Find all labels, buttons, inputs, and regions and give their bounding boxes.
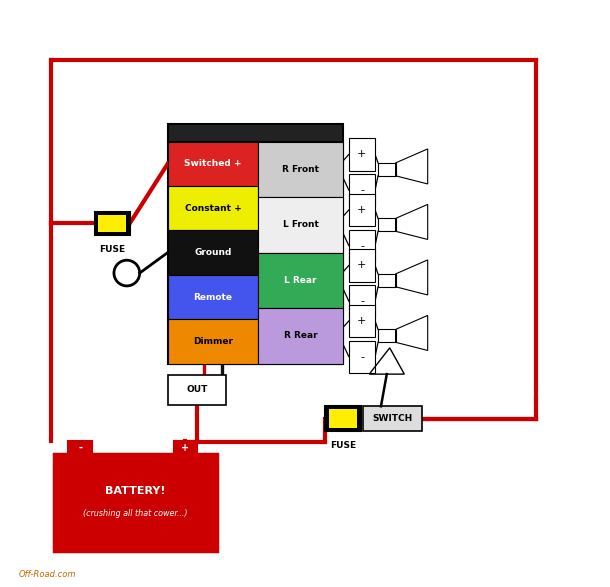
Text: BATTERY!: BATTERY!: [106, 486, 166, 496]
Bar: [349, 340, 375, 373]
Text: Remote: Remote: [193, 292, 232, 302]
Text: FUSE: FUSE: [330, 441, 356, 450]
Text: +: +: [357, 205, 367, 215]
Bar: [168, 319, 258, 363]
Text: R Rear: R Rear: [284, 331, 317, 340]
Bar: [258, 197, 343, 252]
Bar: [349, 249, 375, 282]
Bar: [54, 454, 217, 551]
Text: -: -: [360, 241, 364, 251]
Bar: [258, 308, 343, 363]
Bar: [349, 174, 375, 206]
Text: -: -: [360, 352, 364, 362]
Bar: [168, 141, 343, 363]
Bar: [258, 252, 343, 308]
Bar: [168, 231, 258, 275]
Bar: [168, 186, 258, 231]
Text: L Front: L Front: [282, 220, 318, 230]
Bar: [378, 218, 395, 231]
Text: Ground: Ground: [195, 248, 232, 257]
Bar: [378, 274, 395, 287]
Text: Constant +: Constant +: [185, 204, 242, 212]
Bar: [168, 124, 343, 141]
Text: +: +: [357, 261, 367, 271]
Bar: [364, 406, 422, 431]
Bar: [95, 212, 130, 235]
Text: +: +: [181, 443, 189, 453]
Text: OUT: OUT: [186, 386, 207, 394]
Text: +: +: [357, 150, 367, 160]
Bar: [168, 375, 226, 404]
Text: Switched +: Switched +: [184, 159, 242, 168]
Text: Dimmer: Dimmer: [193, 337, 233, 346]
Bar: [349, 305, 375, 337]
Bar: [378, 329, 395, 342]
Bar: [168, 275, 258, 319]
Text: FUSE: FUSE: [99, 245, 125, 254]
Text: (crushing all that cower...): (crushing all that cower...): [84, 510, 188, 518]
Bar: [258, 141, 343, 197]
Text: SWITCH: SWITCH: [373, 414, 413, 423]
Text: R Front: R Front: [282, 165, 319, 174]
Bar: [349, 194, 375, 226]
Bar: [168, 141, 258, 186]
Bar: [98, 215, 126, 232]
Bar: [349, 139, 375, 170]
Bar: [378, 163, 395, 176]
Bar: [68, 441, 92, 454]
Bar: [329, 409, 357, 428]
Text: -: -: [360, 185, 364, 195]
Text: L Rear: L Rear: [284, 276, 317, 285]
Text: +: +: [357, 316, 367, 326]
Bar: [174, 441, 197, 454]
Text: -: -: [360, 296, 364, 306]
Bar: [349, 285, 375, 317]
Text: -: -: [78, 443, 82, 453]
Bar: [326, 406, 361, 431]
Text: Off-Road.com: Off-Road.com: [19, 569, 76, 579]
Bar: [349, 230, 375, 262]
